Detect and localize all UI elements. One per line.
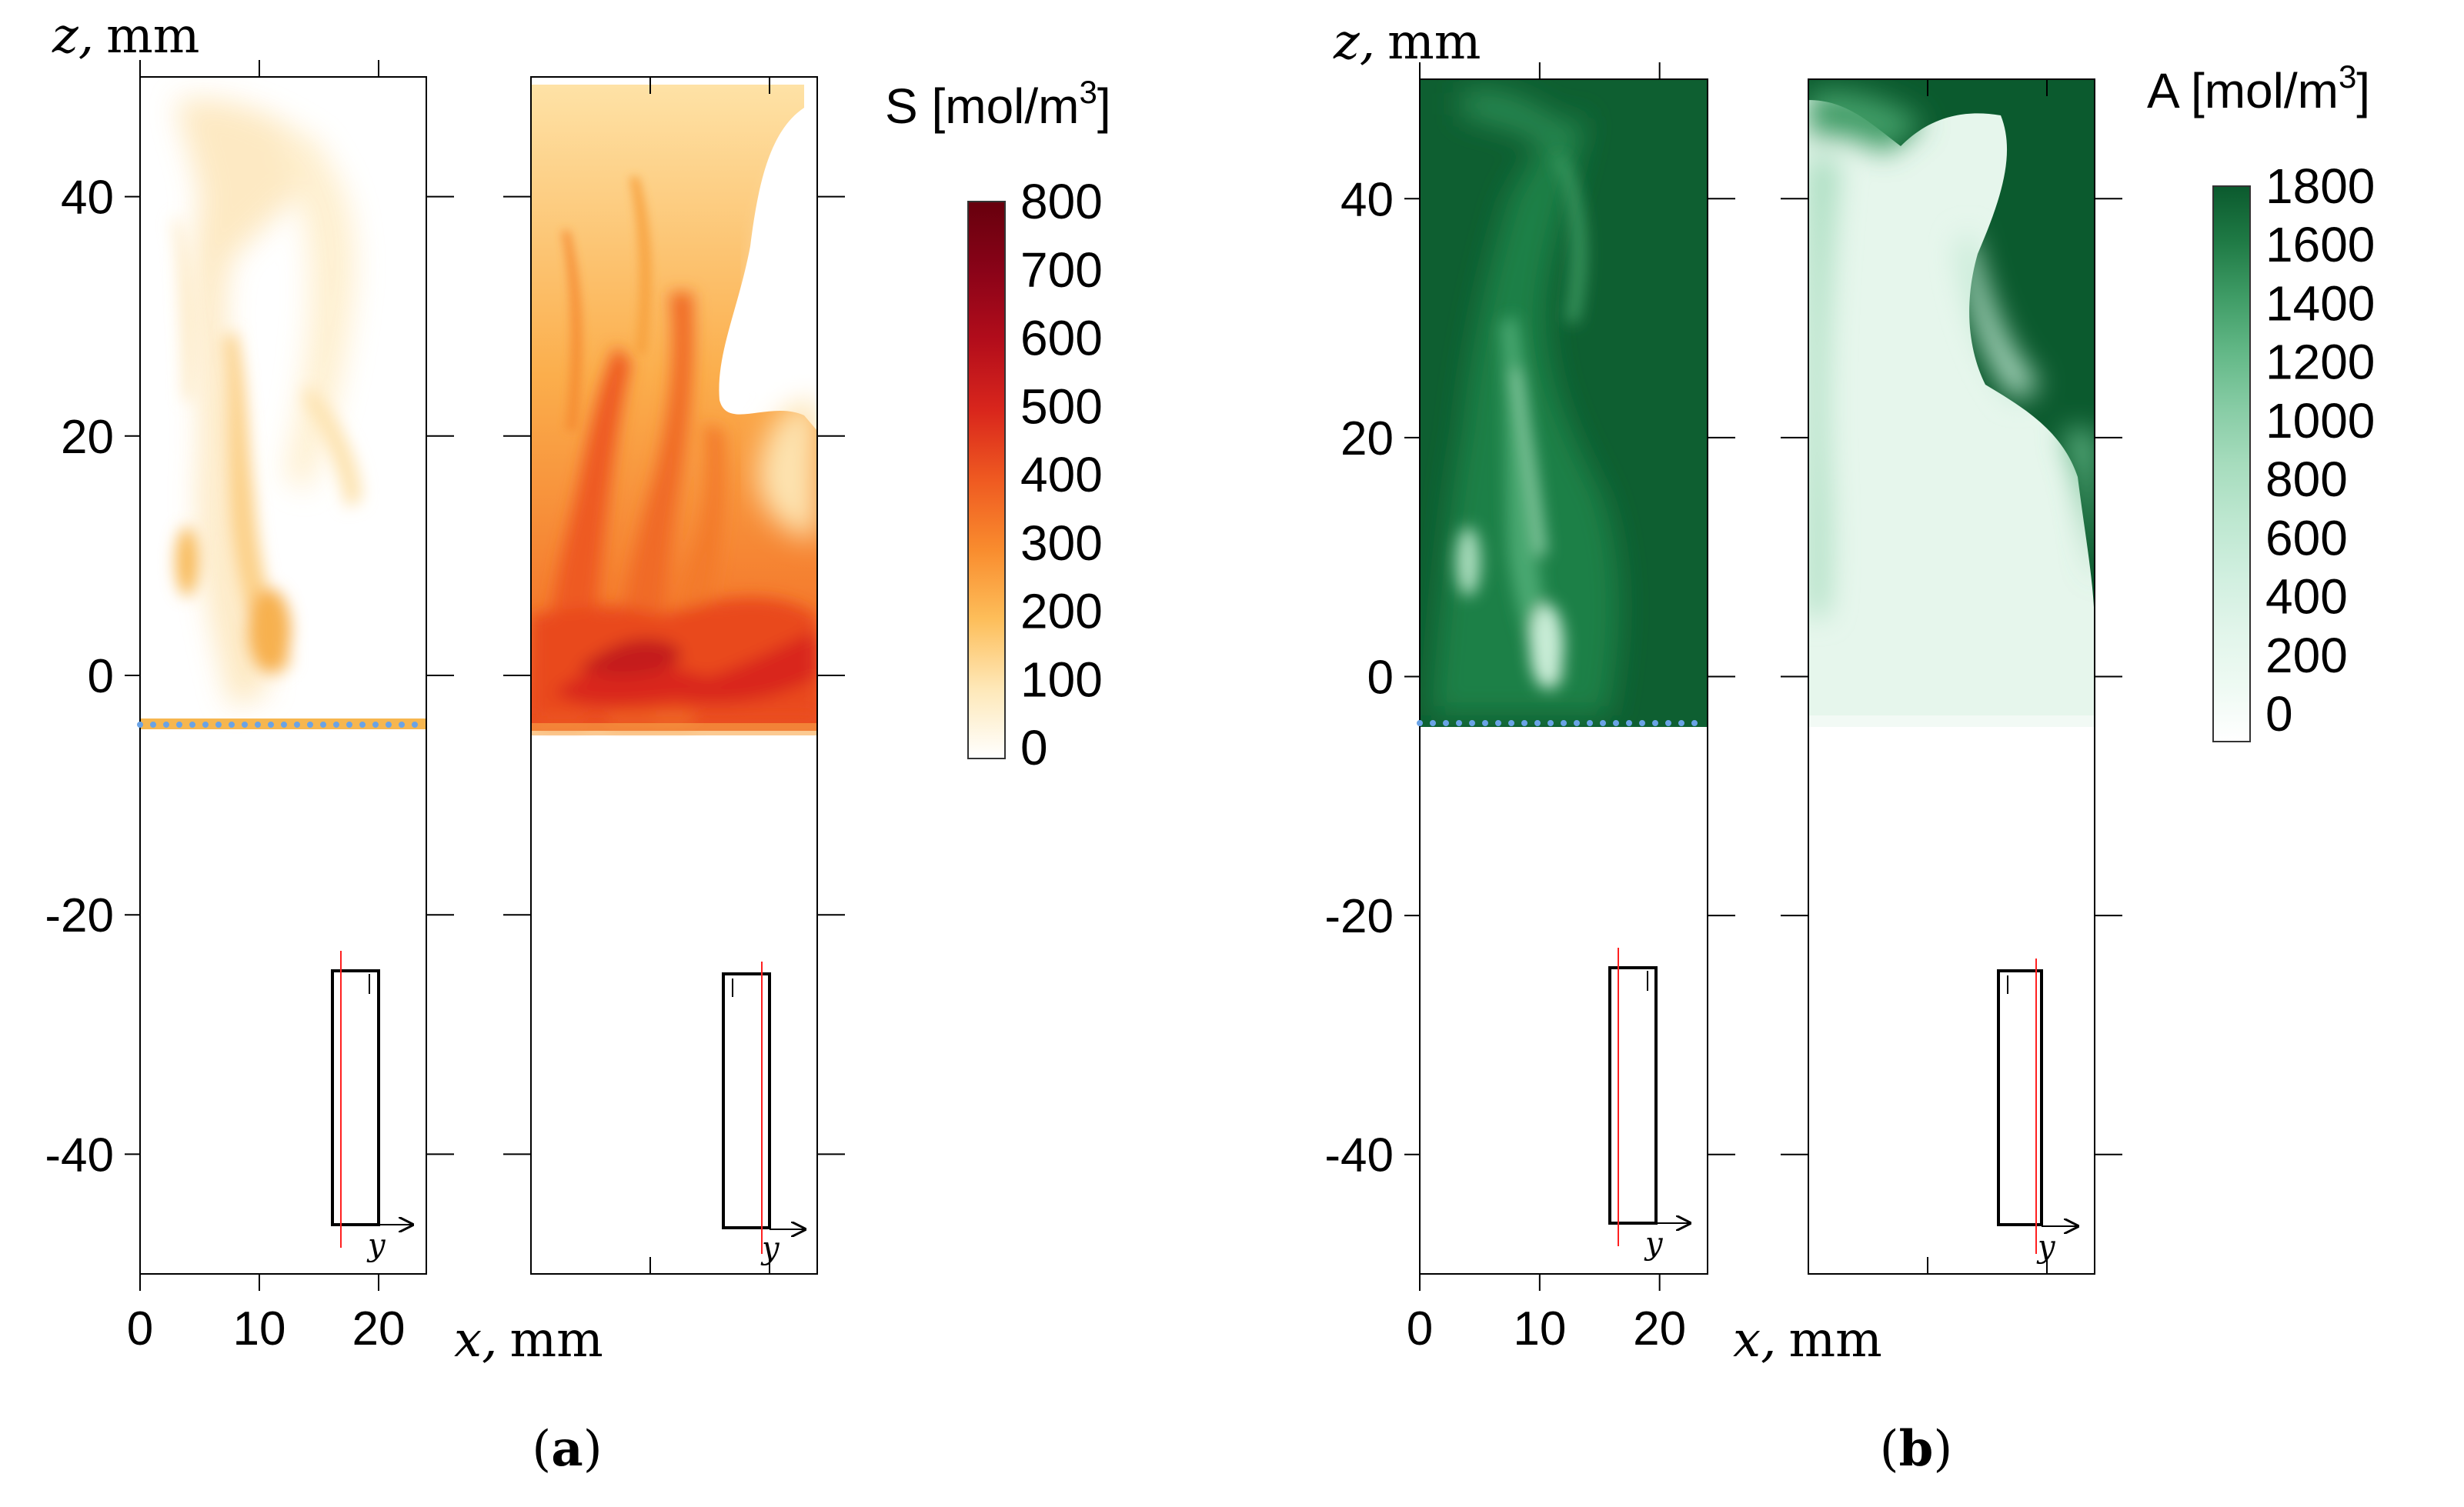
colorbar-tick-label: 600 [1020, 311, 1103, 366]
z-tick-label: 40 [1341, 173, 1394, 226]
z-tick-label: 40 [61, 172, 114, 225]
x-tick-label: 0 [127, 1302, 153, 1355]
x-axis-label-a: x, mm [454, 1312, 603, 1369]
colorbar-tick-label: 400 [2265, 569, 2348, 625]
inset-b-right: y [1997, 959, 2078, 1265]
z-tick-label: 0 [1367, 652, 1394, 705]
z-tick-label: -20 [45, 889, 114, 942]
x-tick-label: 20 [352, 1302, 406, 1355]
x-tick-label: 0 [1407, 1302, 1433, 1355]
colorbar-tick-label: 600 [2265, 510, 2348, 565]
colorbar-tick-label: 500 [1020, 378, 1103, 434]
z-axis-a: 40 20 0 -20 -40 [45, 172, 845, 1182]
colorbar-tick-label: 0 [2265, 686, 2293, 742]
colorbar-tick-label: 800 [2265, 452, 2348, 507]
inset-a-right-y-label: y [760, 1231, 780, 1266]
x-axis-a: 0 10 20 [127, 60, 770, 1355]
z-tick-label: -20 [1324, 890, 1394, 943]
heatmap-a-right [531, 77, 817, 735]
inset-a-left: y [331, 951, 412, 1263]
inset-b-right-y-label: y [2036, 1229, 2056, 1265]
z-tick-label: 20 [61, 411, 114, 464]
colorbar-tick-label: 1200 [2265, 335, 2375, 390]
heatmap-b-left [1420, 79, 1708, 725]
x-tick-label: 10 [1513, 1302, 1566, 1355]
z-axis-label-b: z, mm [1333, 14, 1481, 71]
x-tick-label: 10 [233, 1302, 286, 1355]
z-tick-label: -40 [1324, 1129, 1394, 1182]
colorbar-a-title: A [mol/m3] [2147, 58, 2370, 118]
x-axis-label-b: x, mm [1733, 1312, 1882, 1369]
colorbar-tick-label: 1800 [2265, 158, 2375, 214]
caption-a: (a) [532, 1420, 602, 1478]
z-tick-label: 0 [88, 650, 114, 703]
x-axis-b: 0 10 20 [1407, 62, 2048, 1355]
heatmap-b-right [1808, 79, 2095, 727]
caption-b: (b) [1880, 1420, 1953, 1478]
colorbar-tick-label: 700 [1020, 242, 1103, 298]
inset-a-left-y-label: y [366, 1228, 386, 1263]
z-tick-label: 20 [1341, 412, 1394, 465]
colorbar-tick-label: 200 [1020, 584, 1103, 639]
colorbar-tick-label: 100 [1020, 652, 1103, 707]
colorbar-tick-label: 200 [2265, 628, 2348, 683]
colorbar-tick-label: 800 [1020, 174, 1103, 229]
colorbar-a: A [mol/m3] 18001600140012001000800600400… [2147, 58, 2375, 742]
colorbar-tick-label: 400 [1020, 447, 1103, 502]
inset-b-left-y-label: y [1644, 1226, 1664, 1262]
z-axis-label-a: z, mm [52, 8, 199, 65]
colorbar-s: S [mol/m3] 800 700 600 500 400 300 200 100 0 [885, 74, 1111, 775]
inset-b-left: y [1608, 948, 1690, 1262]
colorbar-tick-label: 300 [1020, 515, 1103, 571]
colorbar-tick-label: 1600 [2265, 217, 2375, 272]
inset-a-right: y [722, 962, 805, 1266]
x-tick-label: 20 [1633, 1302, 1686, 1355]
colorbar-tick-label: 1400 [2265, 275, 2375, 331]
z-axis-b: 40 20 0 -20 -40 [1324, 173, 2122, 1182]
colorbar-s-title: S [mol/m3] [885, 74, 1111, 134]
colorbar-tick-label: 0 [1020, 720, 1048, 775]
colorbar-tick-label: 1000 [2265, 393, 2375, 448]
z-tick-label: -40 [45, 1129, 114, 1182]
heatmap-a-left [140, 77, 426, 729]
